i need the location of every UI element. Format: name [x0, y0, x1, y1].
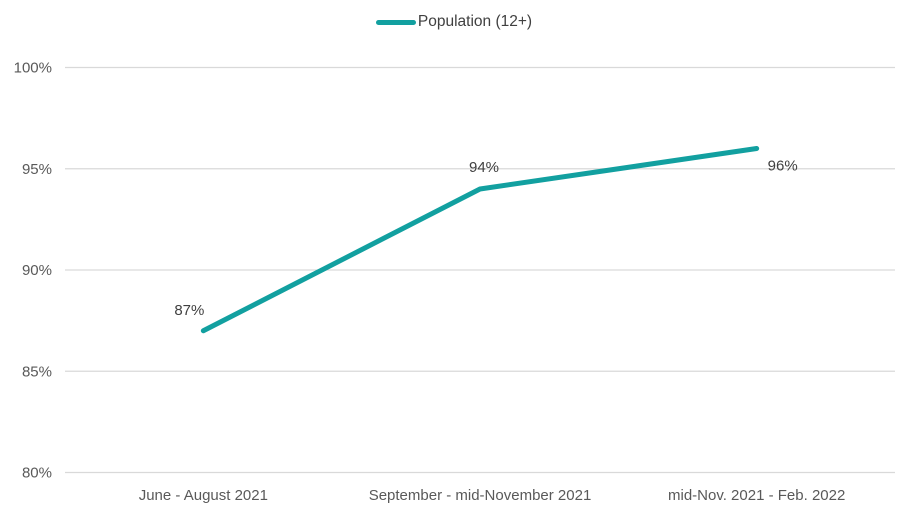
y-axis-tick-label: 90%: [22, 262, 52, 279]
x-axis-category-label: June - August 2021: [139, 487, 268, 504]
x-axis-category-label: mid-Nov. 2021 - Feb. 2022: [668, 487, 845, 504]
y-axis-tick-label: 80%: [22, 465, 52, 482]
legend-series-label: Population (12+): [417, 13, 533, 30]
chart-legend: Population (12+): [0, 12, 908, 32]
x-axis-category-label: September - mid-November 2021: [369, 487, 592, 504]
y-axis-tick-label: 95%: [22, 161, 52, 178]
data-point-label: 96%: [768, 158, 798, 175]
data-point-label: 87%: [174, 302, 204, 319]
y-axis-tick-label: 85%: [22, 363, 52, 380]
series-line: [200, 146, 760, 334]
legend-line-swatch: [375, 19, 416, 25]
data-point-label: 94%: [469, 159, 499, 176]
y-axis-tick-label: 100%: [14, 60, 52, 77]
